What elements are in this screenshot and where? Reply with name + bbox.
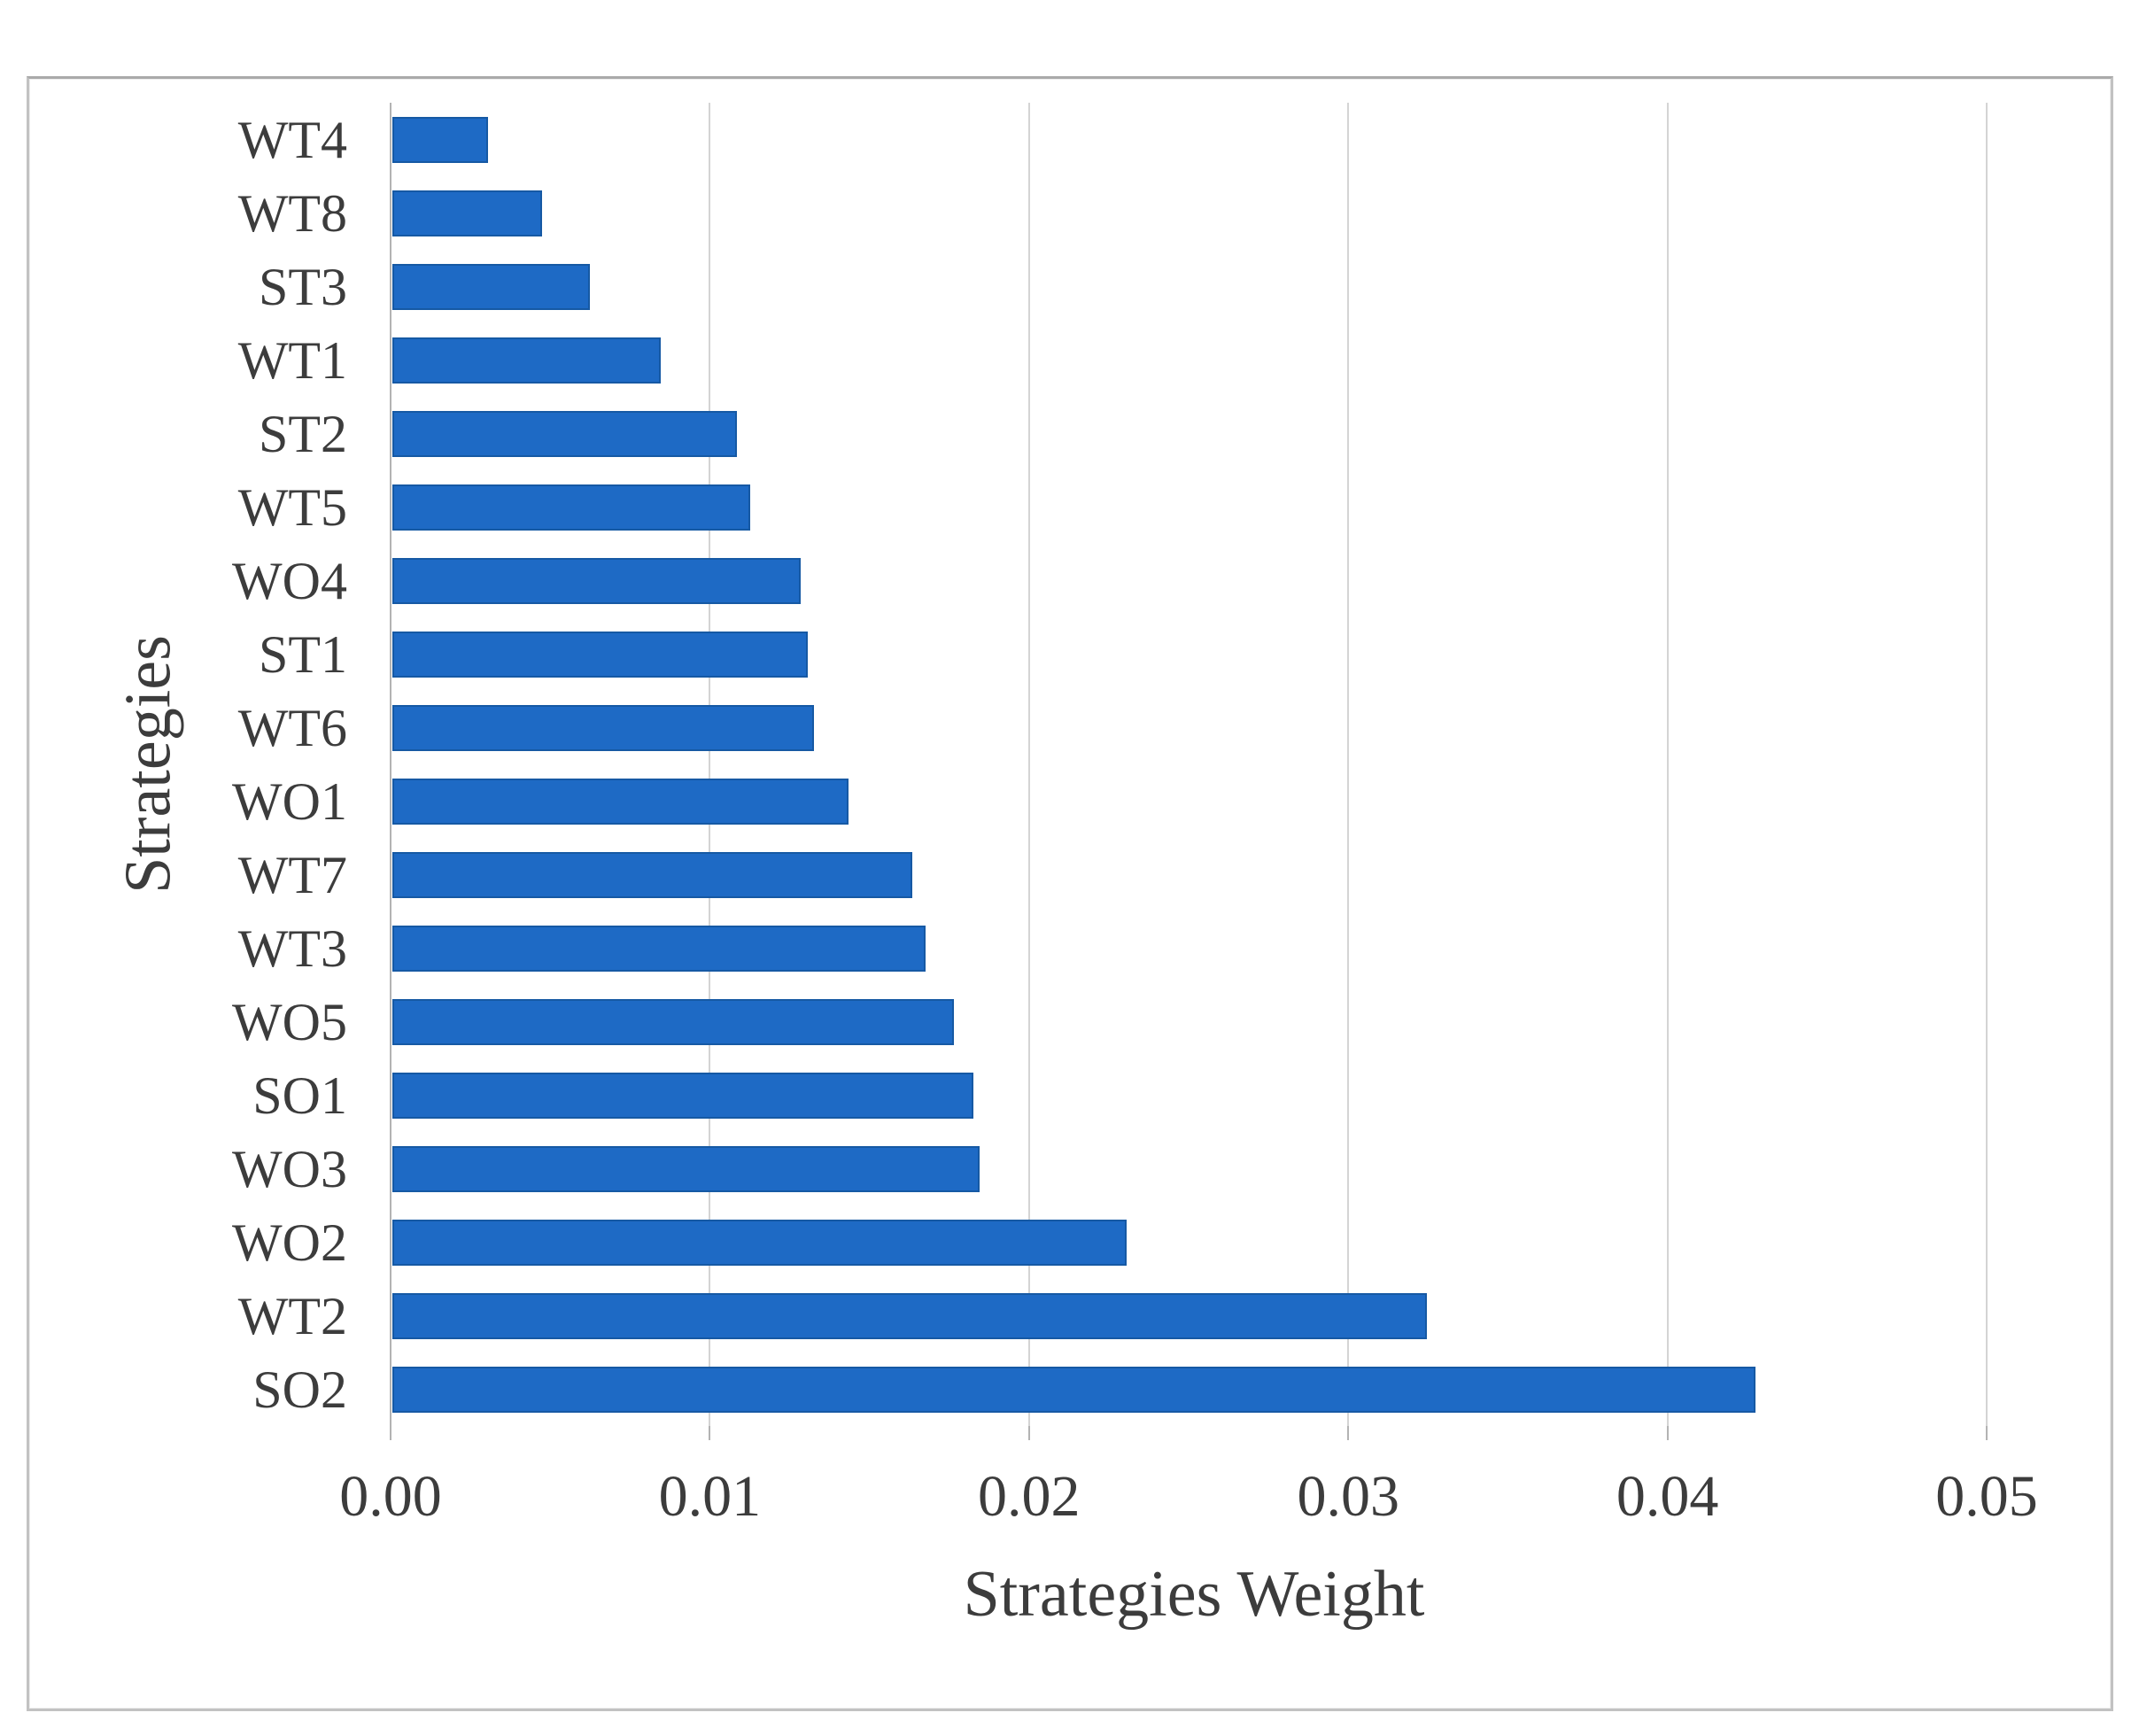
figure-panel	[27, 76, 2113, 1711]
